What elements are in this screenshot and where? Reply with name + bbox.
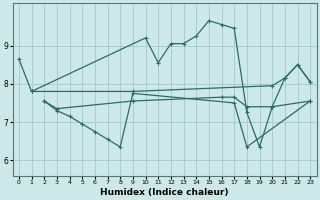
X-axis label: Humidex (Indice chaleur): Humidex (Indice chaleur) xyxy=(100,188,229,197)
